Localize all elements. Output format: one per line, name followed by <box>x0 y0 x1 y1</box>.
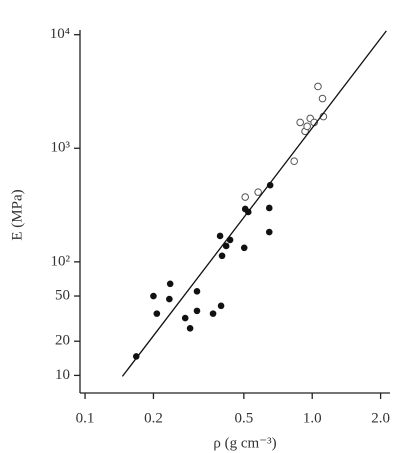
open-point <box>290 157 298 166</box>
filled-point <box>153 310 161 317</box>
filled-point <box>166 280 174 288</box>
filled-point <box>150 292 157 300</box>
filled-point <box>240 244 248 252</box>
filled-point <box>217 302 225 310</box>
y-tick-label: 50 <box>55 287 70 303</box>
y-tick-label: 10 <box>55 367 70 383</box>
x-tick-label: 1.0 <box>303 410 322 426</box>
filled-point <box>265 228 273 236</box>
y-axis-label: E (MPa) <box>9 189 25 240</box>
x-tick-label: 2.0 <box>371 410 390 426</box>
x-tick-label: 0.5 <box>234 410 253 426</box>
filled-point <box>132 353 140 360</box>
filled-point <box>193 288 201 295</box>
filled-point <box>222 242 230 250</box>
filled-point <box>266 181 274 189</box>
open-point <box>318 94 327 103</box>
filled-point <box>186 324 194 332</box>
y-tick-label: 10³ <box>51 140 71 156</box>
filled-point <box>209 310 217 317</box>
filled-point <box>181 314 189 322</box>
x-tick-label: 0.2 <box>144 410 163 426</box>
open-point <box>303 122 311 131</box>
open-point <box>296 118 304 127</box>
filled-point <box>216 232 224 240</box>
y-tick-label: 10² <box>51 253 71 269</box>
filled-point <box>193 307 201 315</box>
x-tick-label: 0.1 <box>76 410 95 426</box>
open-point <box>254 188 262 196</box>
open-point <box>314 82 322 91</box>
y-tick-label: 20 <box>55 333 70 349</box>
open-point <box>241 193 250 201</box>
y-tick-label: 10⁴ <box>50 26 70 42</box>
x-axis-label: ρ (g cm⁻³) <box>213 435 276 451</box>
filled-point <box>218 252 226 260</box>
filled-point <box>166 295 173 303</box>
filled-point <box>265 204 273 212</box>
fit-line <box>121 30 387 377</box>
